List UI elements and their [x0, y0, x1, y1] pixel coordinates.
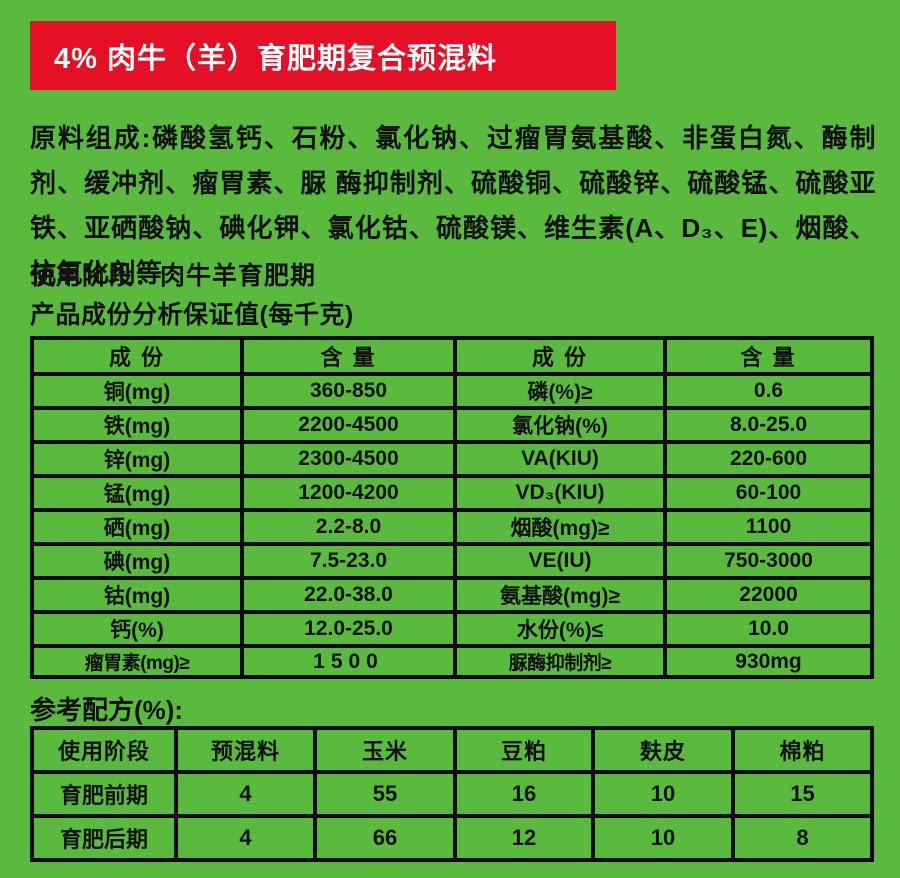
table-cell: 育肥前期	[30, 770, 178, 818]
table-cell: 4	[174, 814, 317, 862]
table-cell: 2300-4500	[240, 440, 457, 478]
table-cell: 磷(%)≥	[453, 372, 667, 410]
formula-table: 使用阶段 预混料 玉米 豆粕 麸皮 棉粕 育肥前期 4 55 16 10 15 育肥后期 4 6…	[30, 726, 874, 862]
formula-header-premix: 预混料	[174, 726, 317, 774]
table-row: 硒(mg) 2.2-8.0 烟酸(mg)≥ 1100	[30, 508, 874, 546]
table-cell: VD₃(KIU)	[453, 474, 667, 512]
table-cell: 66	[313, 814, 457, 862]
table-cell: 12	[453, 814, 595, 862]
product-title: 4% 肉牛（羊）育肥期复合预混料	[54, 42, 497, 75]
analysis-header-row: 成 份 含 量 成 份 含 量	[30, 336, 874, 376]
ingredients-paragraph: 原料组成:磷酸氢钙、石粉、氯化钠、过瘤胃氨基酸、非蛋白氮、酶制剂、缓冲剂、瘤胃素…	[30, 116, 876, 296]
formula-header-cottonseed-meal: 棉粕	[731, 726, 874, 774]
table-cell: 氯化钠(%)	[453, 406, 667, 444]
table-cell: 22000	[663, 576, 874, 614]
table-cell: 1100	[663, 508, 874, 546]
table-cell: 7.5-23.0	[240, 542, 457, 580]
table-cell: 碘(mg)	[30, 542, 244, 580]
table-cell: 930mg	[663, 644, 874, 679]
table-cell: 8.0-25.0	[663, 406, 874, 444]
table-cell: 10	[591, 814, 735, 862]
table-row: 瘤胃素(mg)≥ 1500 脲酶抑制剂≥ 930mg	[30, 644, 874, 679]
table-row: 钙(%) 12.0-25.0 水份(%)≤ 10.0	[30, 610, 874, 648]
formula-title: 参考配方(%):	[30, 695, 184, 725]
table-cell: 锰(mg)	[30, 474, 244, 512]
table-cell: 0.6	[663, 372, 874, 410]
table-cell: 铜(mg)	[30, 372, 244, 410]
table-cell: 钴(mg)	[30, 576, 244, 614]
formula-header-stage: 使用阶段	[30, 726, 178, 774]
table-cell: 烟酸(mg)≥	[453, 508, 667, 546]
table-row: 锌(mg) 2300-4500 VA(KIU) 220-600	[30, 440, 874, 478]
formula-header-soybean-meal: 豆粕	[453, 726, 595, 774]
analysis-header-content-2: 含 量	[663, 336, 874, 376]
table-cell: 2.2-8.0	[240, 508, 457, 546]
formula-header-row: 使用阶段 预混料 玉米 豆粕 麸皮 棉粕	[30, 726, 874, 774]
table-cell: 16	[453, 770, 595, 818]
analysis-header-content-1: 含 量	[240, 336, 457, 376]
formula-header-corn: 玉米	[313, 726, 457, 774]
table-cell: 瘤胃素(mg)≥	[30, 644, 244, 679]
table-cell: 12.0-25.0	[240, 610, 457, 648]
table-cell: 硒(mg)	[30, 508, 244, 546]
table-cell: 4	[174, 770, 317, 818]
table-cell: 10	[591, 770, 735, 818]
table-cell: 750-3000	[663, 542, 874, 580]
table-cell: 22.0-38.0	[240, 576, 457, 614]
table-cell: 铁(mg)	[30, 406, 244, 444]
ingredients-text: 磷酸氢钙、石粉、氯化钠、过瘤胃氨基酸、非蛋白氮、酶制剂、缓冲剂、瘤胃素、脲 酶抑…	[30, 123, 876, 288]
table-row: 锰(mg) 1200-4200 VD₃(KIU) 60-100	[30, 474, 874, 512]
table-cell: 10.0	[663, 610, 874, 648]
table-cell: 育肥后期	[30, 814, 178, 862]
table-cell: VA(KIU)	[453, 440, 667, 478]
guarantee-title: 产品成份分析保证值(每千克)	[30, 301, 354, 329]
table-cell: VE(IU)	[453, 542, 667, 580]
table-cell: 锌(mg)	[30, 440, 244, 478]
table-cell: 氨基酸(mg)≥	[453, 576, 667, 614]
table-cell: 1500	[240, 644, 457, 679]
formula-header-wheat-bran: 麸皮	[591, 726, 735, 774]
table-cell: 360-850	[240, 372, 457, 410]
table-row: 铁(mg) 2200-4500 氯化钠(%) 8.0-25.0	[30, 406, 874, 444]
table-cell: 1200-4200	[240, 474, 457, 512]
table-cell: 2200-4500	[240, 406, 457, 444]
table-row: 铜(mg) 360-850 磷(%)≥ 0.6	[30, 372, 874, 410]
table-row: 育肥后期 4 66 12 10 8	[30, 814, 874, 862]
usage-stage-line: 使用阶段：肉牛羊育肥期	[30, 262, 317, 290]
ingredients-label: 原料组成:	[30, 123, 151, 153]
table-cell: 8	[731, 814, 874, 862]
table-cell: 水份(%)≤	[453, 610, 667, 648]
table-cell: 220-600	[663, 440, 874, 478]
table-row: 钴(mg) 22.0-38.0 氨基酸(mg)≥ 22000	[30, 576, 874, 614]
table-cell: 55	[313, 770, 457, 818]
table-row: 碘(mg) 7.5-23.0 VE(IU) 750-3000	[30, 542, 874, 580]
table-cell: 钙(%)	[30, 610, 244, 648]
analysis-header-component-2: 成 份	[453, 336, 667, 376]
analysis-table: 成 份 含 量 成 份 含 量 铜(mg) 360-850 磷(%)≥ 0.6 铁(mg…	[30, 336, 874, 679]
table-cell: 脲酶抑制剂≥	[453, 644, 667, 679]
product-title-banner: 4% 肉牛（羊）育肥期复合预混料	[30, 21, 616, 90]
table-row: 育肥前期 4 55 16 10 15	[30, 770, 874, 818]
analysis-header-component-1: 成 份	[30, 336, 244, 376]
table-cell: 15	[731, 770, 874, 818]
table-cell: 60-100	[663, 474, 874, 512]
